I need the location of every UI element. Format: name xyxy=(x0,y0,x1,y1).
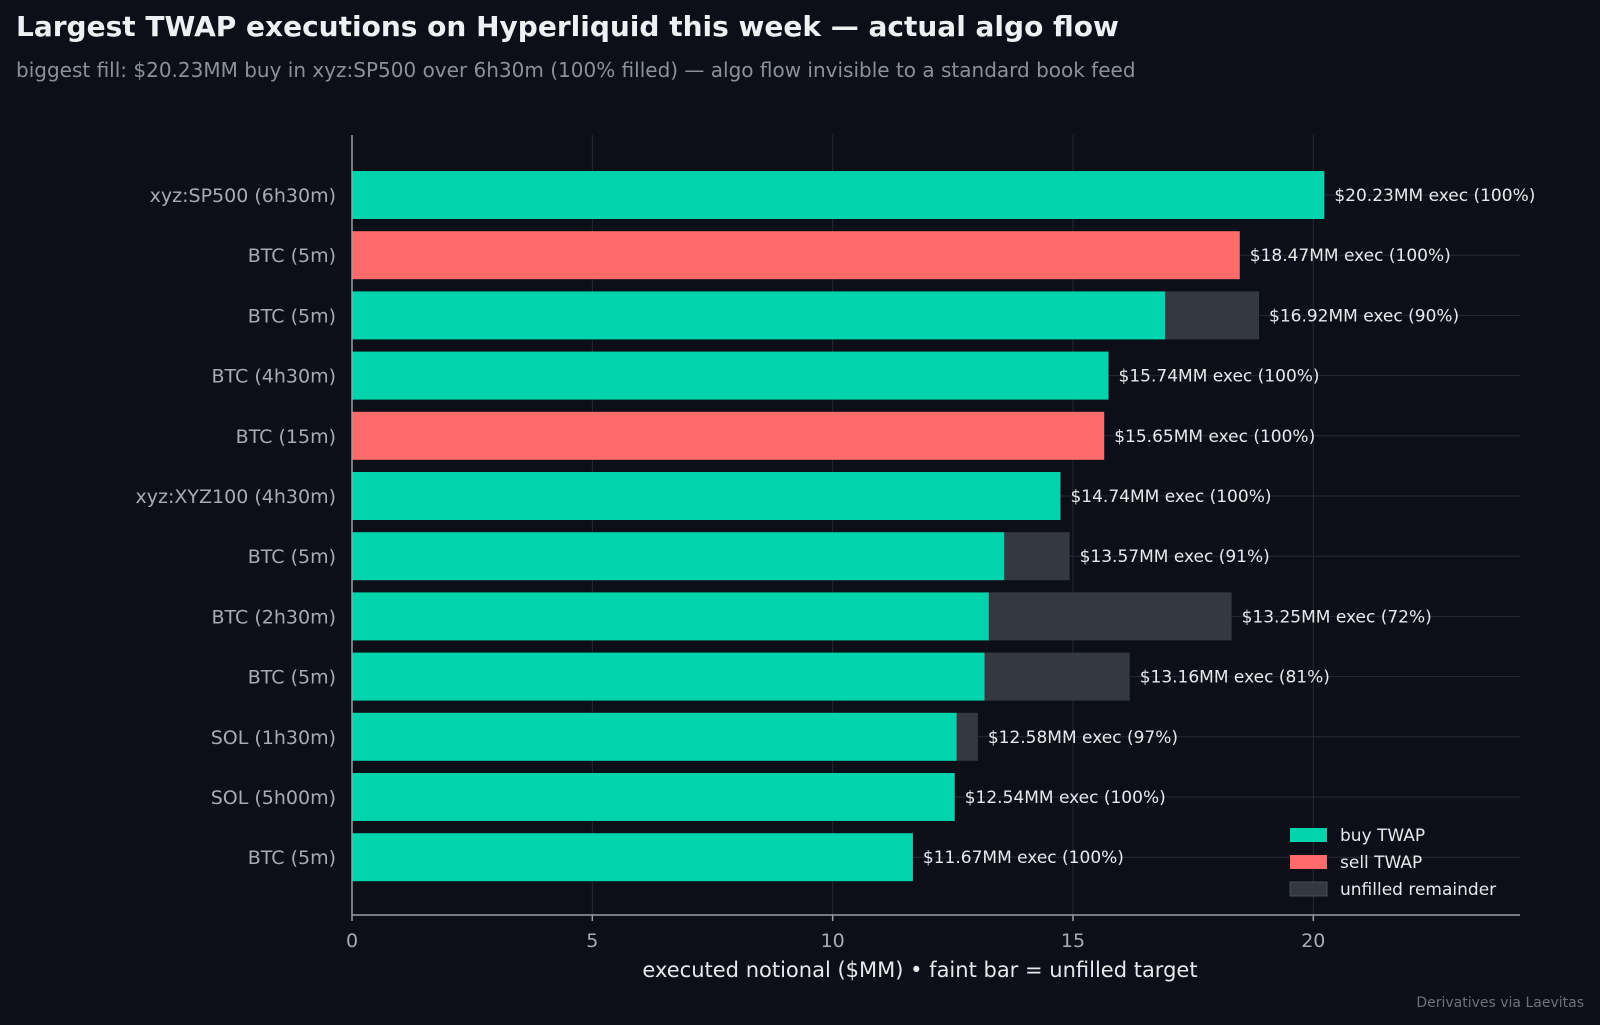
category-label: xyz:SP500 (6h30m) xyxy=(150,185,336,207)
x-tick-label: 5 xyxy=(586,930,598,952)
buy-twap-bar xyxy=(352,171,1325,219)
sell-twap-bar xyxy=(352,411,1105,460)
category-label: BTC (5m) xyxy=(248,546,336,568)
bar-value-label: $15.65MM exec (100%) xyxy=(1114,427,1315,447)
category-label: SOL (1h30m) xyxy=(211,727,336,749)
category-label: SOL (5h00m) xyxy=(211,787,336,809)
category-label: BTC (5m) xyxy=(248,667,336,689)
bar-value-label: $11.67MM exec (100%) xyxy=(923,848,1124,868)
buy-twap-bar xyxy=(352,351,1109,400)
unfilled-remainder-bar xyxy=(988,592,1232,641)
category-label: BTC (5m) xyxy=(248,245,336,267)
legend-label-unfilled: unfilled remainder xyxy=(1340,880,1496,900)
legend-label-buy: buy TWAP xyxy=(1340,826,1425,846)
bar-value-label: $13.25MM exec (72%) xyxy=(1242,607,1432,627)
x-tick-label: 0 xyxy=(346,930,358,952)
bar-value-label: $16.92MM exec (90%) xyxy=(1269,306,1459,326)
buy-twap-bar xyxy=(352,773,955,821)
unfilled-remainder-bar xyxy=(956,712,978,761)
bars-layer xyxy=(352,171,1325,882)
bar-value-label: $15.74MM exec (100%) xyxy=(1119,367,1320,387)
chart-legend: buy TWAP sell TWAP unfilled remainder xyxy=(1289,826,1496,900)
buy-twap-bar xyxy=(352,652,985,701)
category-label: BTC (15m) xyxy=(236,426,336,448)
chart-subtitle: biggest fill: $20.23MM buy in xyz:SP500 … xyxy=(16,58,1136,82)
x-axis-title: executed notional ($MM) • faint bar = un… xyxy=(642,958,1197,982)
unfilled-remainder-bar xyxy=(1004,532,1070,581)
bar-value-label: $12.58MM exec (97%) xyxy=(988,728,1178,748)
buy-twap-bar xyxy=(352,833,913,882)
legend-swatch-unfilled xyxy=(1289,881,1328,897)
category-label: BTC (5m) xyxy=(248,305,336,327)
x-tick-label: 10 xyxy=(821,930,845,952)
bar-value-label: $13.57MM exec (91%) xyxy=(1080,547,1270,567)
sell-twap-bar xyxy=(352,231,1240,280)
x-tick-label: 20 xyxy=(1301,930,1325,952)
legend-swatch-buy xyxy=(1290,828,1327,842)
bar-value-label: $20.23MM exec (100%) xyxy=(1334,186,1535,206)
bar-value-label: $14.74MM exec (100%) xyxy=(1070,487,1271,507)
axes-layer: 0 5 10 15 20 executed notional ($MM) • faint … xyxy=(346,135,1520,982)
labels-layer: $20.23MM exec (100%) xyz:SP500 (6h30m) $18… xyxy=(136,185,1536,869)
unfilled-remainder-bar xyxy=(1165,291,1260,340)
bar-value-label: $18.47MM exec (100%) xyxy=(1250,246,1451,266)
buy-twap-bar xyxy=(352,712,957,761)
category-label: BTC (5m) xyxy=(248,847,336,869)
source-credit: Derivatives via Laevitas xyxy=(1416,995,1584,1011)
category-label: BTC (2h30m) xyxy=(212,606,336,628)
buy-twap-bar xyxy=(352,532,1005,581)
category-label: BTC (4h30m) xyxy=(212,366,336,388)
category-label: xyz:XYZ100 (4h30m) xyxy=(136,486,336,508)
unfilled-remainder-bar xyxy=(984,652,1130,701)
legend-label-sell: sell TWAP xyxy=(1340,853,1422,873)
buy-twap-bar xyxy=(352,291,1166,340)
x-tick-label: 15 xyxy=(1061,930,1085,952)
chart-title: Largest TWAP executions on Hyperliquid t… xyxy=(16,10,1119,43)
legend-swatch-sell xyxy=(1290,855,1327,869)
buy-twap-bar xyxy=(352,472,1061,520)
bar-value-label: $12.54MM exec (100%) xyxy=(965,788,1166,808)
bar-value-label: $13.16MM exec (81%) xyxy=(1140,668,1330,688)
buy-twap-bar xyxy=(352,592,989,641)
